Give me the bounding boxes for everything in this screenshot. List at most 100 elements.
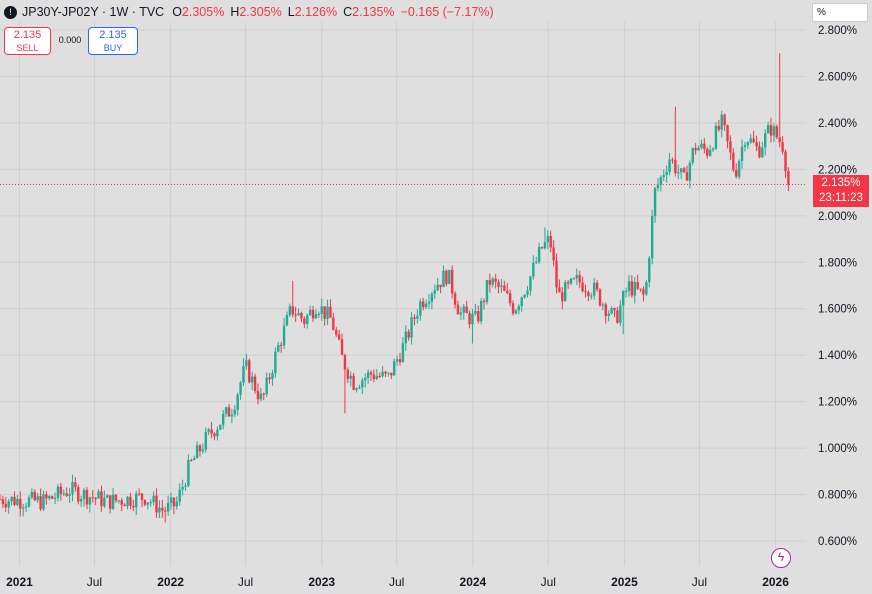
candle-body xyxy=(378,376,381,378)
candle-body xyxy=(706,148,709,156)
candle-body xyxy=(781,142,784,152)
candle-body xyxy=(282,325,286,346)
y-tick-label: 0.800% xyxy=(818,490,857,502)
candle-body xyxy=(210,429,213,434)
candle-body xyxy=(535,261,538,263)
close-label: C xyxy=(343,5,353,19)
candle-body xyxy=(317,313,321,315)
candle-body xyxy=(97,491,100,499)
candle-body xyxy=(10,496,13,502)
lightning-icon[interactable]: ϟ xyxy=(771,548,791,568)
y-tick-label: 1.600% xyxy=(818,304,857,316)
x-tick-label: Jul xyxy=(238,575,253,589)
candle-body xyxy=(366,372,370,378)
y-tick-label: 1.000% xyxy=(818,443,857,455)
candle-body xyxy=(248,360,251,383)
candle-body xyxy=(630,281,634,296)
buy-button[interactable]: 2.135 BUY xyxy=(88,27,138,55)
candle-body xyxy=(343,354,347,370)
candle-body xyxy=(601,304,605,306)
high-value: 2.305% xyxy=(239,5,282,19)
candle-body xyxy=(462,306,465,313)
candle-body xyxy=(184,485,187,487)
candle-body xyxy=(216,429,219,437)
candle-body xyxy=(419,301,422,316)
symbol-title[interactable]: JP30Y-JP02Y · 1W · TVC xyxy=(22,5,165,19)
candle-body xyxy=(74,482,77,488)
candle-body xyxy=(468,313,471,325)
candle-body xyxy=(274,351,277,374)
candle-body xyxy=(407,331,410,338)
candle-body xyxy=(561,292,564,302)
candle-body xyxy=(772,126,776,136)
candle-body xyxy=(337,334,341,340)
candle-body xyxy=(685,172,689,181)
candle-body xyxy=(181,486,184,490)
candle-body xyxy=(16,498,19,505)
candle-body xyxy=(645,282,648,295)
candle-body xyxy=(161,507,164,511)
candle-body xyxy=(381,371,384,377)
x-tick-label: 2024 xyxy=(460,575,487,589)
candle-body xyxy=(691,148,694,163)
candle-body xyxy=(494,278,497,282)
candle-body xyxy=(24,506,28,508)
candle-body xyxy=(497,281,500,287)
sell-button[interactable]: 2.135 SELL xyxy=(4,27,51,55)
candle-body xyxy=(27,497,31,507)
high-label: H xyxy=(230,5,240,19)
candle-body xyxy=(195,445,199,459)
bar-countdown: 23:11:23 xyxy=(819,192,863,204)
candle-body xyxy=(71,482,74,495)
candle-body xyxy=(624,290,628,292)
candle-body xyxy=(88,497,92,505)
candle-body xyxy=(508,293,512,304)
unit-selector[interactable]: % xyxy=(812,3,868,22)
candle-body xyxy=(729,141,732,153)
symbol-logo-icon[interactable]: ! xyxy=(4,5,17,19)
candle-body xyxy=(250,376,254,383)
candle-body xyxy=(53,498,57,500)
candle-body xyxy=(662,175,665,177)
candle-body xyxy=(50,496,54,499)
candle-body xyxy=(558,287,561,293)
time-axis[interactable]: 2021 Jul 2022 Jul 2023 Jul 2024 Jul 2025 Jul 2026 xyxy=(6,575,789,589)
candle-body xyxy=(242,366,245,383)
candle-body xyxy=(323,306,326,319)
candle-body xyxy=(253,376,257,391)
candlestick-series[interactable] xyxy=(0,53,790,523)
candle-body xyxy=(566,282,570,284)
candle-body xyxy=(140,493,144,500)
candle-body xyxy=(79,498,83,502)
candle-body xyxy=(427,301,431,304)
candle-body xyxy=(346,369,350,379)
candle-body xyxy=(732,152,735,171)
candle-body xyxy=(506,290,509,294)
candle-body xyxy=(297,312,300,316)
candle-body xyxy=(152,495,155,503)
candle-body xyxy=(39,496,42,510)
candle-body xyxy=(390,372,393,376)
candle-body xyxy=(308,309,312,316)
candle-body xyxy=(711,148,715,150)
x-tick-label: 2023 xyxy=(308,575,335,589)
y-tick-label: 2.800% xyxy=(818,25,857,37)
candle-body xyxy=(178,489,181,502)
candle-body xyxy=(572,278,576,280)
candle-body xyxy=(723,114,726,126)
candle-body xyxy=(77,487,80,502)
candle-body xyxy=(94,497,97,499)
candle-body xyxy=(416,315,419,319)
candle-body xyxy=(288,306,292,316)
candle-body xyxy=(256,390,260,400)
current-price-label: 2.135% 23:11:23 xyxy=(813,175,869,207)
candle-body xyxy=(320,306,323,314)
price-axis[interactable]: 2.800% 2.600% 2.400% 2.200% 2.000% 1.800% 1.60… xyxy=(818,25,857,548)
candle-body xyxy=(329,306,332,318)
candle-body xyxy=(778,137,781,143)
candle-body xyxy=(619,305,622,323)
candle-body xyxy=(453,293,457,305)
candle-body xyxy=(697,147,700,151)
candle-body xyxy=(471,313,474,325)
